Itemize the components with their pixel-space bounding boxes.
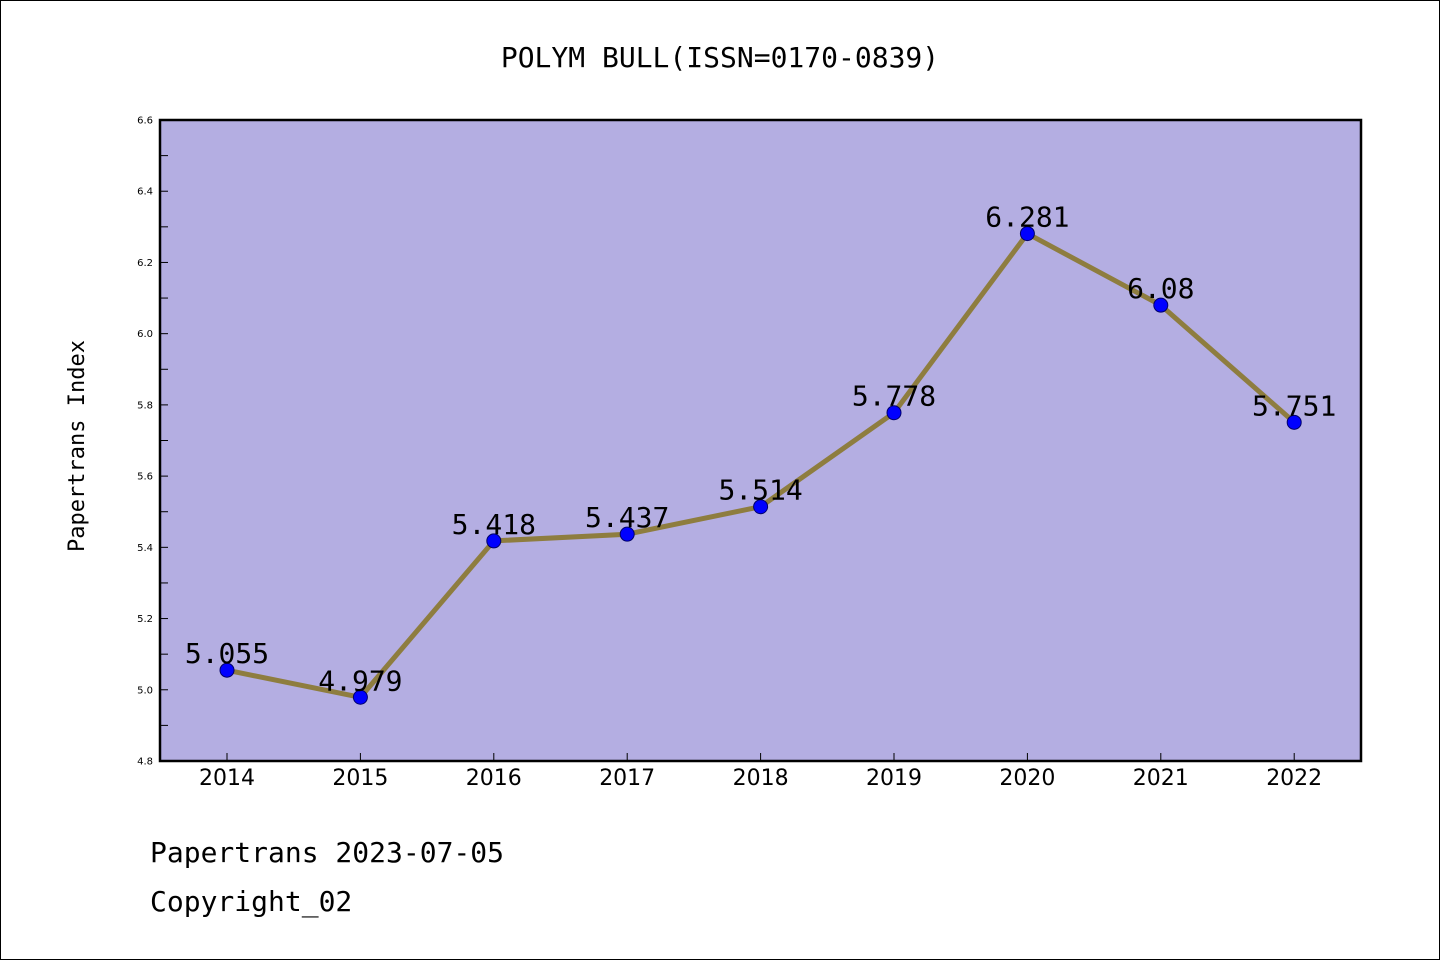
y-tick-label: 6.2 [137, 258, 153, 269]
data-point [886, 405, 902, 421]
x-tick-label: 2016 [466, 766, 522, 791]
y-tick-label: 5.4 [137, 543, 153, 554]
x-axis: 2014 2015 2016 2017 2018 2019 2020 2021 2022 [199, 753, 1322, 791]
data-point [486, 533, 502, 549]
data-point [753, 499, 769, 515]
x-tick-label: 2015 [332, 766, 388, 791]
x-tick-label: 2019 [866, 766, 922, 791]
y-tick-label: 6.4 [137, 187, 153, 198]
x-tick-label: 2018 [733, 766, 789, 791]
data-point [1019, 226, 1035, 242]
data-labels: 5.055 4.979 5.418 5.437 5.514 5.778 6.281 6.08 5… [185, 201, 1336, 698]
y-tick-label: 5.2 [137, 614, 153, 625]
data-label: 5.751 [1252, 389, 1336, 422]
data-label: 4.979 [318, 664, 402, 697]
x-tick-label: 2022 [1266, 766, 1322, 791]
data-label: 5.778 [852, 380, 936, 413]
data-point [219, 662, 235, 678]
data-markers [219, 226, 1302, 705]
data-label: 5.437 [585, 501, 669, 534]
y-axis: 4.8 5.0 5.2 5.4 5.6 5.8 6.0 6.2 6.4 6.6 [137, 116, 168, 768]
y-tick-label: 5.6 [137, 472, 153, 483]
plot-area [158, 118, 1363, 763]
footer-copyright: Copyright_02 [150, 885, 353, 918]
data-label: 6.08 [1127, 272, 1194, 305]
data-point [352, 689, 368, 705]
x-tick-label: 2021 [1133, 766, 1189, 791]
data-point [1153, 297, 1169, 313]
data-label: 5.055 [185, 637, 269, 670]
data-label: 6.281 [985, 201, 1069, 234]
y-tick-label: 5.8 [137, 400, 153, 411]
y-tick-label: 6.0 [137, 329, 153, 340]
y-axis-label: Papertrans Index [65, 340, 90, 552]
x-tick-label: 2014 [199, 766, 255, 791]
y-tick-label: 6.6 [137, 116, 153, 127]
x-tick-label: 2017 [599, 766, 655, 791]
y-tick-label: 5.0 [137, 685, 153, 696]
data-label: 5.514 [718, 474, 802, 507]
data-point [1286, 414, 1302, 430]
data-point [619, 526, 635, 542]
chart-title: POLYM BULL(ISSN=0170-0839) [501, 41, 939, 74]
y-tick-label: 4.8 [137, 757, 153, 768]
footer-generator-date: Papertrans 2023-07-05 [150, 836, 505, 869]
x-tick-label: 2020 [999, 766, 1055, 791]
data-label: 5.418 [452, 508, 536, 541]
